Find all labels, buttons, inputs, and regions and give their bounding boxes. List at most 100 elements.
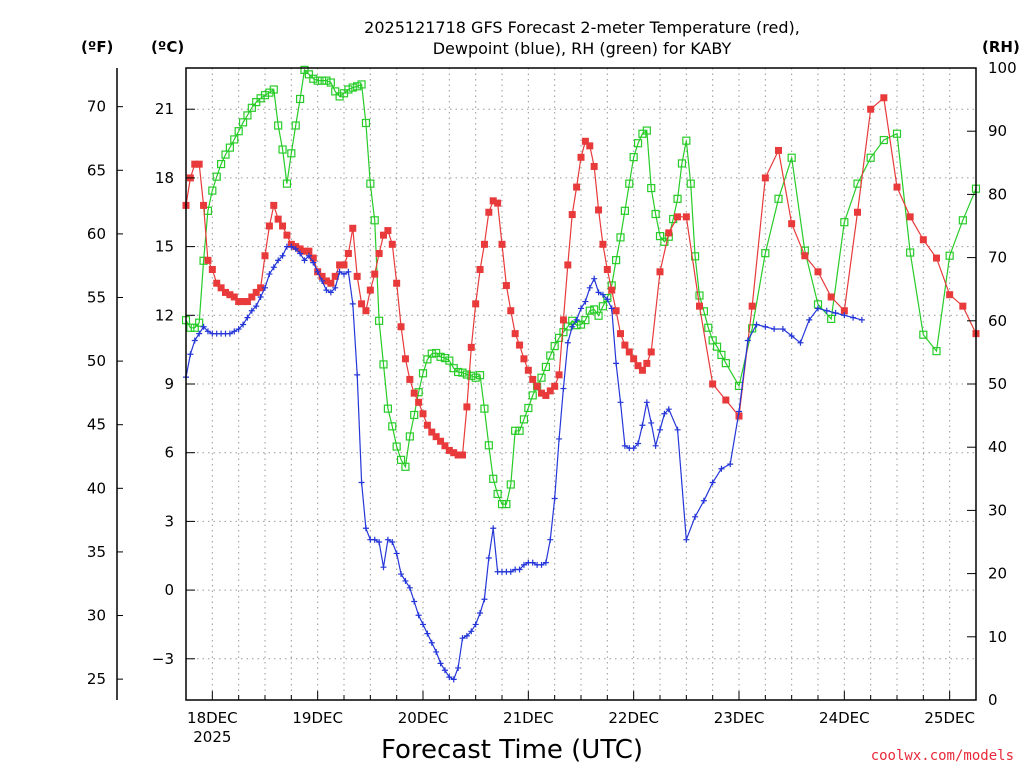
temperature-point [880, 94, 888, 102]
dewpoint-point [275, 257, 282, 264]
celsius-tick-label: 6 [164, 444, 174, 462]
temperature-point [586, 142, 594, 150]
temperature-point [467, 343, 475, 351]
relative-humidity-point [673, 194, 682, 203]
dewpoint-point [542, 559, 549, 566]
temperature-point [358, 300, 366, 308]
rh-tick-label: 60 [988, 312, 1007, 330]
temperature-point [257, 284, 265, 292]
dewpoint-point [389, 539, 396, 545]
temperature-point [283, 231, 291, 239]
fahrenheit-tick-label: 30 [87, 607, 106, 625]
dewpoint-point [362, 525, 369, 532]
temperature-point [336, 261, 344, 269]
temperature-point [437, 437, 445, 445]
relative-humidity-point [633, 139, 643, 148]
dewpoint-point [292, 245, 299, 252]
relative-humidity-point [348, 83, 357, 92]
temperature-point [801, 252, 809, 260]
temperature-point [538, 389, 545, 397]
dewpoint-point [398, 571, 405, 578]
temperature-point [371, 270, 379, 278]
x-tick-label: 22DEC [608, 709, 659, 727]
relative-humidity-point [598, 302, 608, 311]
dewpoint-point [380, 564, 387, 571]
temperature-point [195, 160, 203, 168]
dewpoint-point [665, 406, 672, 413]
temperature-point [511, 330, 519, 338]
temperature-point [344, 249, 352, 257]
dewpoint-point [415, 612, 422, 619]
relative-humidity-point [590, 305, 599, 314]
temperature-point [366, 286, 374, 294]
temperature-point [599, 240, 607, 248]
rh-tick-label: 0 [988, 691, 998, 709]
dewpoint-point [420, 621, 426, 628]
relative-humidity-point [436, 352, 445, 361]
relative-humidity-point [418, 369, 428, 378]
relative-humidity-point [383, 404, 392, 413]
dewpoint-point [231, 328, 238, 335]
dewpoint-point [753, 321, 760, 328]
dewpoint-point [253, 303, 260, 310]
relative-humidity-point [326, 78, 335, 87]
temperature-point [305, 247, 313, 255]
dewpoint-point [823, 307, 830, 314]
temperature-point [656, 268, 664, 276]
x-tick-label: 19DEC [292, 709, 343, 727]
temperature-point [489, 197, 497, 205]
relative-humidity-point [260, 91, 270, 100]
relative-humidity-point [274, 121, 283, 130]
temperature-point [204, 256, 212, 264]
relative-humidity-point [291, 121, 300, 130]
relative-humidity-point [642, 126, 651, 135]
relative-humidity-point [317, 76, 327, 85]
dewpoint-point [608, 305, 615, 312]
relative-humidity-point [396, 455, 406, 464]
temperature-point [296, 245, 304, 253]
dewpoint-point [270, 264, 277, 271]
dewpoint-point [297, 250, 304, 257]
rh-tick-label: 100 [988, 59, 1017, 77]
relative-humidity-point [594, 311, 603, 320]
temperature-point [327, 279, 335, 287]
temperature-point [362, 307, 370, 315]
relative-humidity-point [379, 360, 388, 369]
dewpoint-point [556, 435, 563, 442]
relative-humidity-point [629, 153, 638, 162]
relative-humidity-point [217, 159, 226, 169]
dewpoint-point [850, 314, 857, 321]
source-credit: coolwx.com/models [871, 748, 1014, 764]
temperature-point [388, 240, 396, 248]
dewpoint-point [538, 561, 545, 568]
relative-humidity-point [300, 65, 309, 74]
dewpoint-point [226, 330, 233, 337]
temperature-series [182, 94, 980, 459]
relative-humidity-point [647, 183, 656, 193]
relative-humidity-point [712, 342, 722, 351]
celsius-tick-label: 18 [155, 169, 174, 187]
relative-humidity-point [304, 70, 313, 79]
dewpoint-point [463, 632, 470, 639]
dewpoint-point [319, 277, 326, 284]
relative-humidity-point [269, 85, 278, 94]
temperature-point [217, 284, 225, 292]
temperature-point [397, 323, 405, 331]
temperature-point [959, 302, 967, 310]
dewpoint-point [635, 440, 642, 447]
relative-humidity-point [581, 316, 590, 325]
temperature-point [445, 446, 453, 454]
dewpoint-point [652, 442, 659, 449]
relative-humidity-point [331, 87, 340, 96]
temperature-point [625, 348, 633, 356]
celsius-tick-label: 9 [164, 375, 174, 393]
dewpoint-point [481, 596, 488, 603]
relative-humidity-point [612, 256, 621, 265]
temperature-point [603, 266, 611, 274]
dewpoint-point [244, 314, 251, 321]
temperature-point [919, 236, 927, 244]
dewpoint-point [472, 621, 479, 628]
temperature-point [854, 208, 861, 216]
